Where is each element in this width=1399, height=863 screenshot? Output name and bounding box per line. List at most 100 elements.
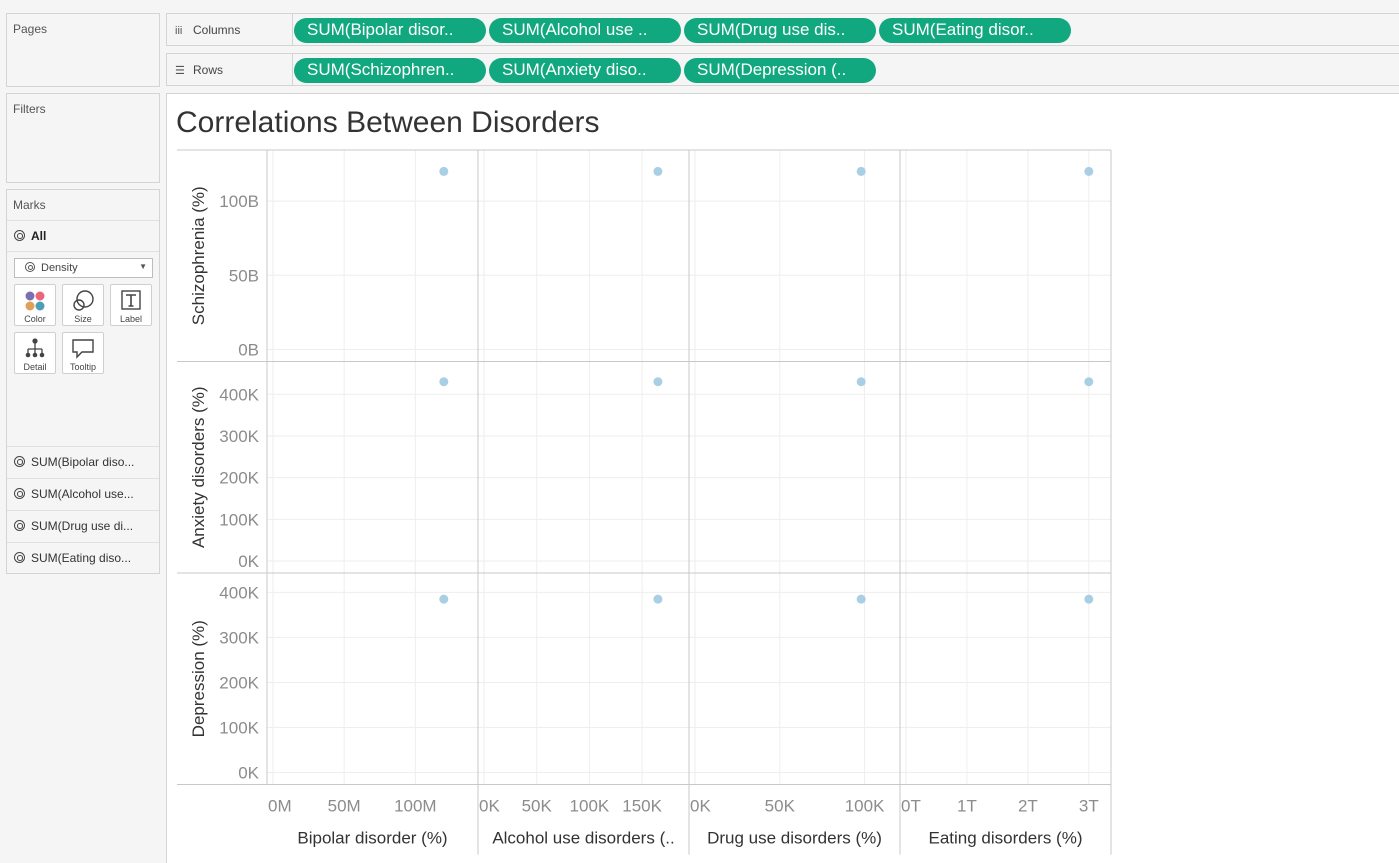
x-tick-label: 50K xyxy=(522,797,553,816)
rows-pill-anxiety[interactable]: SUM(Anxiety diso.. xyxy=(489,58,681,83)
label-button[interactable]: Label xyxy=(110,284,152,326)
data-point xyxy=(653,594,663,604)
marks-field-drug[interactable]: SUM(Drug use di... xyxy=(7,510,159,542)
density-mark-icon xyxy=(14,230,25,241)
x-tick-label: 50M xyxy=(328,797,361,816)
marks-all-card[interactable]: All xyxy=(7,220,159,252)
y-tick-label: 0K xyxy=(238,764,259,783)
x-tick-label: 100K xyxy=(845,797,885,816)
tooltip-icon xyxy=(72,339,94,359)
filters-panel[interactable]: Filters xyxy=(6,93,160,183)
columns-shelf-label: iii Columns xyxy=(167,14,293,45)
y-axis-title: Depression (%) xyxy=(189,620,208,737)
pages-panel[interactable]: Pages xyxy=(6,13,160,87)
data-point xyxy=(1084,377,1094,387)
y-axis-title: Anxiety disorders (%) xyxy=(189,386,208,548)
y-axis-title: Schizophrenia (%) xyxy=(189,186,208,325)
mark-type-value: Density xyxy=(41,262,78,274)
x-tick-label: 100M xyxy=(394,797,437,816)
x-tick-label: 0M xyxy=(268,797,292,816)
data-point xyxy=(653,377,663,387)
marks-panel: Marks All Density ▼ Color Size Label xyxy=(6,189,160,574)
columns-pill-bipolar[interactable]: SUM(Bipolar disor.. xyxy=(294,18,486,43)
data-point xyxy=(1084,594,1094,604)
x-axis-title: Eating disorders (%) xyxy=(928,829,1082,848)
y-tick-label: 0B xyxy=(238,341,259,360)
data-point xyxy=(653,166,663,176)
color-icon xyxy=(25,291,45,311)
rows-label-text: Rows xyxy=(193,63,224,77)
density-mark-icon xyxy=(14,520,25,531)
y-tick-label: 300K xyxy=(219,427,259,446)
size-button[interactable]: Size xyxy=(62,284,104,326)
x-axis-title: Alcohol use disorders (.. xyxy=(492,829,674,848)
data-point xyxy=(856,377,866,387)
viz-title: Correlations Between Disorders xyxy=(176,106,600,139)
marks-field-bipolar[interactable]: SUM(Bipolar diso... xyxy=(7,446,159,478)
x-tick-label: 1T xyxy=(957,797,977,816)
columns-label-text: Columns xyxy=(193,23,241,37)
scatter-matrix[interactable]: 0B 50B 100B Schizophrenia (%) 0K 100K 200K 300K… xyxy=(167,94,1399,858)
data-point xyxy=(439,377,449,387)
color-label: Color xyxy=(24,314,46,324)
size-icon xyxy=(73,290,94,311)
marks-field-label: SUM(Eating diso... xyxy=(31,551,132,565)
marks-field-label: SUM(Bipolar diso... xyxy=(31,455,135,469)
top-strip xyxy=(0,0,1399,12)
data-point xyxy=(1084,166,1094,176)
marks-title: Marks xyxy=(13,198,46,212)
columns-shelf[interactable]: iii Columns SUM(Bipolar disor.. SUM(Alcoh… xyxy=(166,13,1399,46)
y-tick-label: 400K xyxy=(219,385,259,404)
x-tick-label: 150K xyxy=(622,797,662,816)
viz-view[interactable]: Correlations Between Disorders 0B 50B 100B… xyxy=(166,93,1399,863)
marks-field-label: SUM(Drug use di... xyxy=(31,519,134,533)
columns-pill-drug[interactable]: SUM(Drug use dis.. xyxy=(684,18,876,43)
data-point xyxy=(439,166,449,176)
detail-label: Detail xyxy=(23,362,47,372)
columns-pill-eating[interactable]: SUM(Eating disor.. xyxy=(879,18,1071,43)
detail-icon xyxy=(25,338,45,358)
columns-icon: iii xyxy=(175,25,183,37)
x-tick-label: 50K xyxy=(765,797,796,816)
color-button[interactable]: Color xyxy=(14,284,56,326)
y-tick-label: 50B xyxy=(229,266,259,285)
mark-type-dropdown[interactable]: Density ▼ xyxy=(14,258,153,278)
x-tick-label: 100K xyxy=(570,797,610,816)
rows-pill-depression[interactable]: SUM(Depression (.. xyxy=(684,58,876,83)
data-point xyxy=(439,594,449,604)
rows-icon: ☰ xyxy=(175,65,185,77)
marks-field-eating[interactable]: SUM(Eating diso... xyxy=(7,542,159,574)
x-tick-label: 0K xyxy=(479,797,500,816)
marks-field-label: SUM(Alcohol use... xyxy=(31,487,134,501)
x-tick-label: 0T xyxy=(901,797,921,816)
x-axis-title: Drug use disorders (%) xyxy=(707,829,882,848)
filters-title: Filters xyxy=(13,102,46,116)
x-tick-label: 0K xyxy=(690,797,711,816)
y-tick-label: 100B xyxy=(219,192,259,211)
density-mark-icon xyxy=(25,262,35,272)
density-mark-icon xyxy=(14,456,25,467)
detail-button[interactable]: Detail xyxy=(14,332,56,374)
x-axis-title: Bipolar disorder (%) xyxy=(297,829,447,848)
rows-shelf-label: ☰ Rows xyxy=(167,54,293,85)
marks-all-label: All xyxy=(31,229,47,243)
label-label: Label xyxy=(119,314,143,324)
size-label: Size xyxy=(74,314,92,324)
y-tick-label: 100K xyxy=(219,510,259,529)
rows-pill-schizophrenia[interactable]: SUM(Schizophren.. xyxy=(294,58,486,83)
y-tick-label: 100K xyxy=(219,718,259,737)
x-tick-label: 3T xyxy=(1079,797,1099,816)
label-icon xyxy=(121,290,141,310)
rows-shelf[interactable]: ☰ Rows SUM(Schizophren.. SUM(Anxiety diso… xyxy=(166,53,1399,86)
y-tick-label: 300K xyxy=(219,628,259,647)
columns-pill-alcohol[interactable]: SUM(Alcohol use .. xyxy=(489,18,681,43)
x-tick-label: 2T xyxy=(1018,797,1038,816)
tooltip-label: Tooltip xyxy=(69,362,96,372)
chevron-down-icon: ▼ xyxy=(139,262,147,271)
density-mark-icon xyxy=(14,552,25,563)
tooltip-button[interactable]: Tooltip xyxy=(62,332,104,374)
y-tick-label: 0K xyxy=(238,552,259,571)
marks-field-alcohol[interactable]: SUM(Alcohol use... xyxy=(7,478,159,510)
density-mark-icon xyxy=(14,488,25,499)
y-tick-label: 400K xyxy=(219,583,259,602)
